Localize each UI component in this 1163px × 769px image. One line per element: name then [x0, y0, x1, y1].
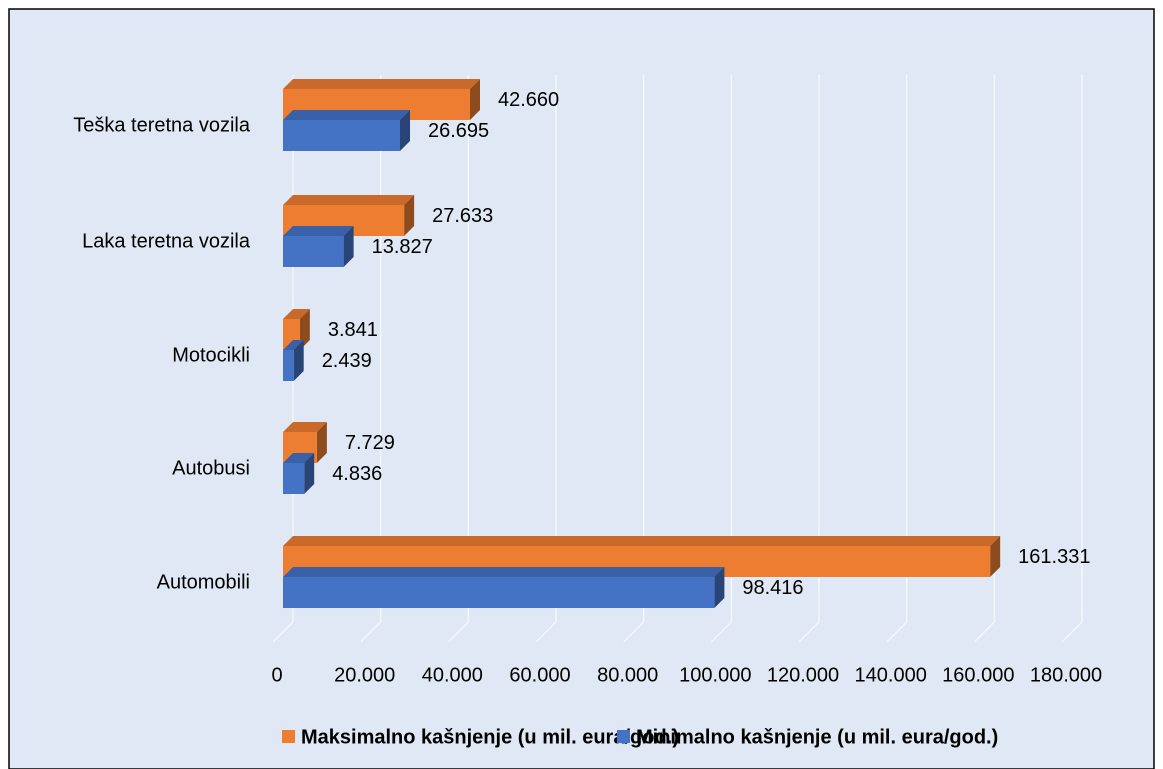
chart-area	[8, 8, 1155, 769]
data-label: 42.660	[498, 89, 559, 111]
legend-label: Maksimalno kašnjenje (u mil. eura/god.)	[301, 726, 679, 748]
bar	[283, 236, 344, 267]
bar-side	[316, 422, 327, 463]
bar	[283, 120, 401, 151]
x-tick-label: 140.000	[855, 664, 927, 686]
grid-line-floor	[710, 621, 732, 643]
bar-side	[343, 226, 354, 267]
x-tick-label: 20.000	[334, 664, 395, 686]
y-tick-label: Motocikli	[172, 344, 250, 366]
bar-top	[283, 110, 411, 120]
y-tick-label: Laka teretna vozila	[82, 230, 251, 252]
bar-side	[400, 110, 411, 151]
data-label: 26.695	[428, 120, 489, 142]
bar-top	[283, 340, 304, 350]
grid-line-floor	[798, 621, 820, 643]
bar-side	[714, 567, 725, 608]
y-tick-label: Teška teretna vozila	[73, 114, 251, 136]
y-tick-label: Automobili	[157, 571, 250, 593]
data-label: 161.331	[1018, 546, 1090, 568]
grid-line-floor	[535, 621, 557, 643]
bar	[283, 350, 294, 381]
legend-swatch	[617, 730, 630, 743]
x-tick-label: 120.000	[767, 664, 839, 686]
data-label: 98.416	[742, 577, 803, 599]
x-tick-label: 100.000	[679, 664, 751, 686]
bar-side	[299, 309, 310, 350]
x-tick-label: 180.000	[1030, 664, 1102, 686]
grid-line-floor	[886, 621, 908, 643]
bar-top	[283, 453, 315, 463]
bar-side	[404, 195, 415, 236]
x-tick-label: 40.000	[422, 664, 483, 686]
data-label: 13.827	[372, 236, 433, 258]
data-label: 27.633	[432, 205, 493, 227]
bar	[283, 577, 715, 608]
data-label: 4.836	[332, 463, 382, 485]
bar-top	[283, 422, 327, 432]
grid-line-floor	[623, 621, 645, 643]
bar-side	[469, 79, 480, 120]
data-label: 2.439	[322, 350, 372, 372]
data-label: 7.729	[345, 432, 395, 454]
x-tick-label: 60.000	[509, 664, 570, 686]
legend-label: Minimalno kašnjenje (u mil. eura/god.)	[636, 726, 998, 748]
bar-top	[283, 309, 310, 319]
x-tick-label: 80.000	[597, 664, 658, 686]
grid-line-floor	[973, 621, 995, 643]
x-tick-label: 160.000	[942, 664, 1014, 686]
grid-line-floor	[1061, 621, 1083, 643]
legend-swatch	[282, 730, 295, 743]
bar	[283, 463, 305, 494]
x-tick-label: 0	[271, 664, 282, 686]
bar-side	[304, 453, 315, 494]
grid-line-floor	[447, 621, 469, 643]
bar-top	[283, 567, 725, 577]
bar-top	[283, 195, 415, 205]
bar-side	[293, 340, 304, 381]
grid-line-floor	[360, 621, 382, 643]
data-label: 3.841	[328, 319, 378, 341]
bar-side	[990, 536, 1001, 577]
bar-top	[283, 79, 480, 89]
y-tick-label: Autobusi	[172, 457, 250, 479]
bar-top	[283, 536, 1001, 546]
bar-top	[283, 226, 354, 236]
grid-line-floor	[272, 621, 294, 643]
